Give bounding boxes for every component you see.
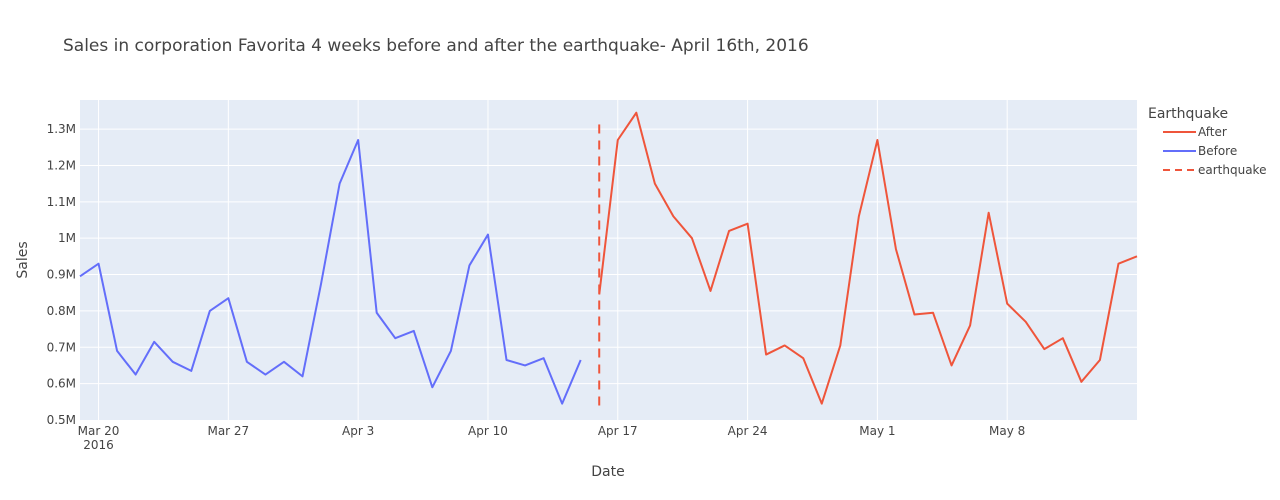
y-tick-label: 1.3M — [47, 122, 76, 136]
y-tick-label: 1M — [58, 231, 76, 245]
x-tick-label: Mar 20 — [78, 424, 120, 438]
legend-item-before: Before — [1198, 144, 1237, 158]
y-tick-label: 1.2M — [47, 158, 76, 172]
y-axis-ticks: 0.5M 0.6M 0.7M 0.8M 0.9M 1M 1.1M 1.2M 1.3M — [47, 122, 76, 427]
series-line-before — [79, 139, 582, 405]
gridlines — [80, 100, 1137, 420]
legend[interactable]: Earthquake After Before earthquake — [1148, 106, 1266, 177]
x-tick-label: May 1 — [859, 424, 895, 438]
y-tick-label: 0.6M — [47, 377, 76, 391]
x-tick-label: Mar 27 — [207, 424, 249, 438]
plot-area — [80, 100, 1137, 420]
y-tick-label: 0.9M — [47, 268, 76, 282]
x-tick-label: Apr 3 — [342, 424, 374, 438]
legend-item-earthquake: earthquake — [1198, 163, 1266, 177]
series-line-after — [598, 111, 1138, 405]
x-tick-label: Apr 10 — [468, 424, 508, 438]
legend-title: Earthquake — [1148, 106, 1228, 122]
y-axis-title: Sales — [15, 241, 31, 278]
legend-item-after: After — [1198, 125, 1227, 139]
y-tick-label: 0.7M — [47, 340, 76, 354]
y-tick-label: 0.5M — [47, 413, 76, 427]
x-tick-label: Apr 24 — [728, 424, 768, 438]
x-tick-label: Apr 17 — [598, 424, 638, 438]
y-tick-label: 1.1M — [47, 195, 76, 209]
x-tick-sublabel: 2016 — [83, 438, 114, 452]
x-tick-label: May 8 — [989, 424, 1025, 438]
y-tick-label: 0.8M — [47, 304, 76, 318]
chart-title: Sales in corporation Favorita 4 weeks be… — [63, 36, 809, 56]
x-axis-title: Date — [591, 464, 624, 480]
series-lines — [79, 111, 1138, 406]
